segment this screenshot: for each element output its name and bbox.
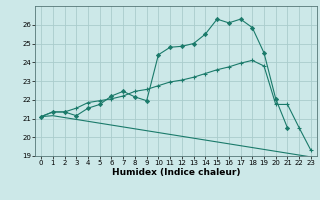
X-axis label: Humidex (Indice chaleur): Humidex (Indice chaleur) <box>112 168 240 177</box>
